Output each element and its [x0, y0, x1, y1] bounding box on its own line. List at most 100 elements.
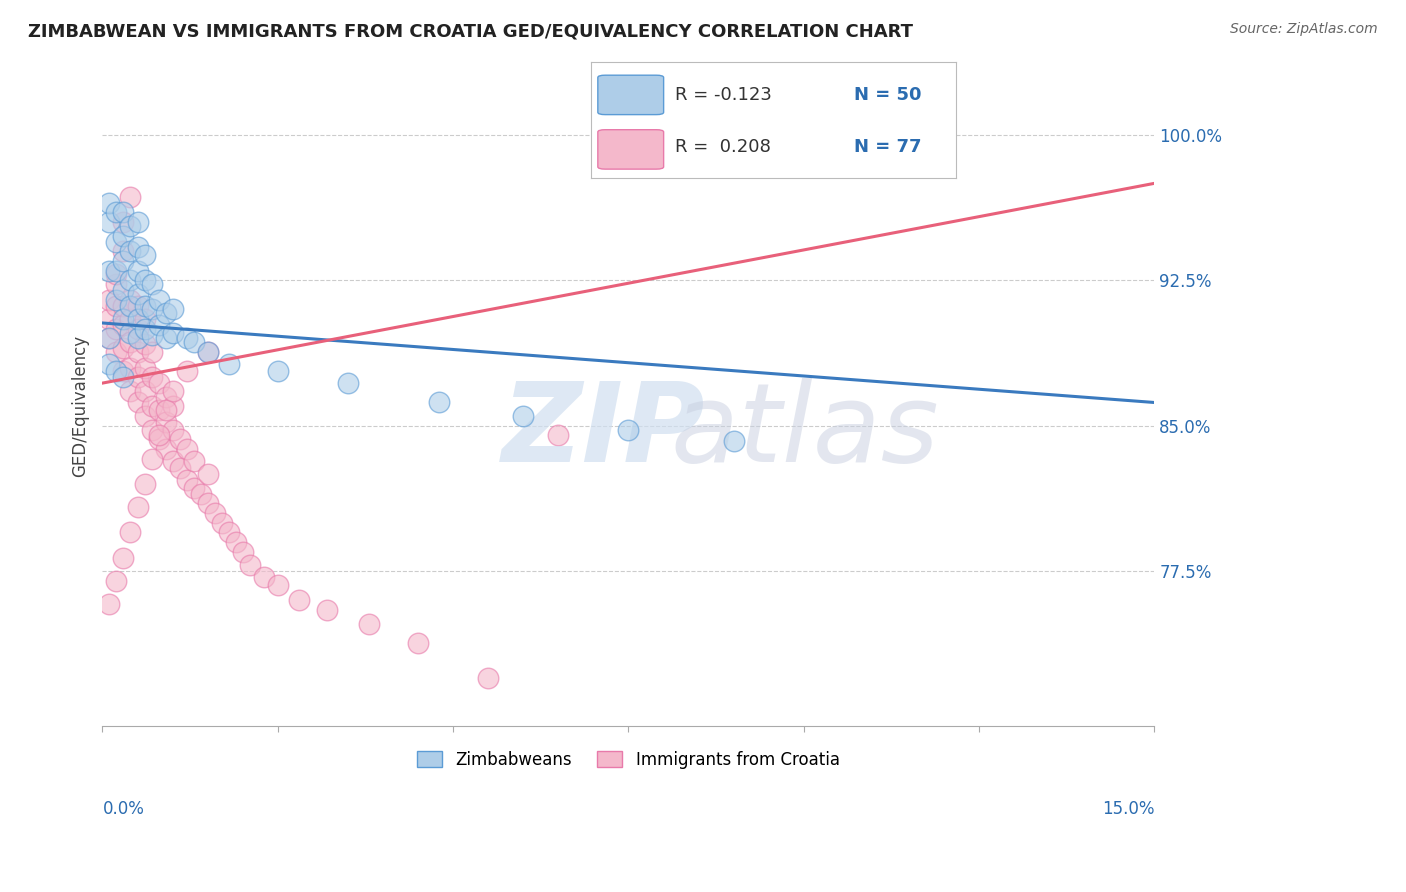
- Point: [155, 442, 177, 456]
- Text: Source: ZipAtlas.com: Source: ZipAtlas.com: [1230, 22, 1378, 37]
- Text: R = -0.123: R = -0.123: [675, 86, 772, 103]
- Point: [112, 205, 135, 219]
- Point: [134, 360, 156, 375]
- Point: [148, 428, 170, 442]
- Point: [120, 293, 142, 307]
- Text: N = 77: N = 77: [853, 138, 921, 156]
- Point: [105, 277, 128, 292]
- Point: [176, 364, 198, 378]
- Point: [134, 273, 156, 287]
- Point: [105, 574, 128, 588]
- Point: [98, 331, 121, 345]
- Text: R =  0.208: R = 0.208: [675, 138, 770, 156]
- Point: [112, 318, 135, 332]
- Point: [127, 395, 149, 409]
- Point: [127, 370, 149, 384]
- Point: [148, 433, 170, 447]
- Point: [98, 293, 121, 307]
- Point: [98, 263, 121, 277]
- Point: [169, 461, 191, 475]
- Point: [98, 312, 121, 326]
- Point: [176, 331, 198, 345]
- Point: [112, 228, 135, 243]
- Point: [120, 326, 142, 340]
- Point: [98, 357, 121, 371]
- Point: [105, 345, 128, 359]
- Point: [169, 433, 191, 447]
- Point: [134, 312, 156, 326]
- Point: [155, 415, 177, 429]
- Point: [112, 244, 135, 259]
- Point: [120, 312, 142, 326]
- Text: ZIP: ZIP: [502, 378, 706, 485]
- Legend: Zimbabweans, Immigrants from Croatia: Zimbabweans, Immigrants from Croatia: [411, 744, 846, 776]
- Point: [155, 331, 177, 345]
- Point: [105, 268, 128, 282]
- Point: [315, 603, 337, 617]
- Point: [204, 506, 226, 520]
- Point: [141, 370, 163, 384]
- Point: [127, 240, 149, 254]
- Point: [148, 403, 170, 417]
- Point: [218, 357, 240, 371]
- Point: [155, 306, 177, 320]
- Y-axis label: GED/Equivalency: GED/Equivalency: [72, 335, 89, 477]
- Point: [141, 423, 163, 437]
- Point: [134, 248, 156, 262]
- Point: [105, 205, 128, 219]
- Point: [197, 496, 219, 510]
- Point: [406, 636, 429, 650]
- Point: [288, 593, 311, 607]
- Point: [162, 384, 184, 398]
- Point: [120, 190, 142, 204]
- Point: [134, 409, 156, 423]
- Point: [211, 516, 233, 530]
- Point: [148, 376, 170, 390]
- Point: [127, 322, 149, 336]
- Point: [134, 477, 156, 491]
- Point: [120, 335, 142, 350]
- Point: [547, 428, 569, 442]
- Point: [183, 335, 205, 350]
- Text: atlas: atlas: [671, 378, 939, 485]
- Point: [162, 326, 184, 340]
- Point: [112, 370, 135, 384]
- Point: [197, 345, 219, 359]
- Point: [183, 481, 205, 495]
- Point: [134, 299, 156, 313]
- Point: [190, 486, 212, 500]
- Point: [427, 395, 450, 409]
- Point: [141, 277, 163, 292]
- FancyBboxPatch shape: [598, 75, 664, 114]
- Point: [120, 244, 142, 259]
- Point: [105, 322, 128, 336]
- Point: [232, 545, 254, 559]
- Point: [162, 302, 184, 317]
- Point: [148, 318, 170, 332]
- Point: [127, 215, 149, 229]
- Point: [98, 331, 121, 345]
- Point: [176, 473, 198, 487]
- Point: [127, 331, 149, 345]
- Point: [617, 423, 640, 437]
- Point: [120, 384, 142, 398]
- FancyBboxPatch shape: [598, 129, 664, 169]
- Point: [267, 364, 290, 378]
- Point: [120, 360, 142, 375]
- Point: [155, 390, 177, 404]
- Point: [267, 578, 290, 592]
- Text: 0.0%: 0.0%: [103, 800, 145, 818]
- Point: [120, 273, 142, 287]
- Point: [127, 345, 149, 359]
- Point: [197, 345, 219, 359]
- Point: [357, 616, 380, 631]
- Point: [162, 400, 184, 414]
- Point: [105, 235, 128, 249]
- Text: ZIMBABWEAN VS IMMIGRANTS FROM CROATIA GED/EQUIVALENCY CORRELATION CHART: ZIMBABWEAN VS IMMIGRANTS FROM CROATIA GE…: [28, 22, 912, 40]
- Point: [141, 345, 163, 359]
- Point: [105, 263, 128, 277]
- Point: [239, 558, 262, 573]
- Point: [112, 299, 135, 313]
- Point: [134, 384, 156, 398]
- Point: [183, 453, 205, 467]
